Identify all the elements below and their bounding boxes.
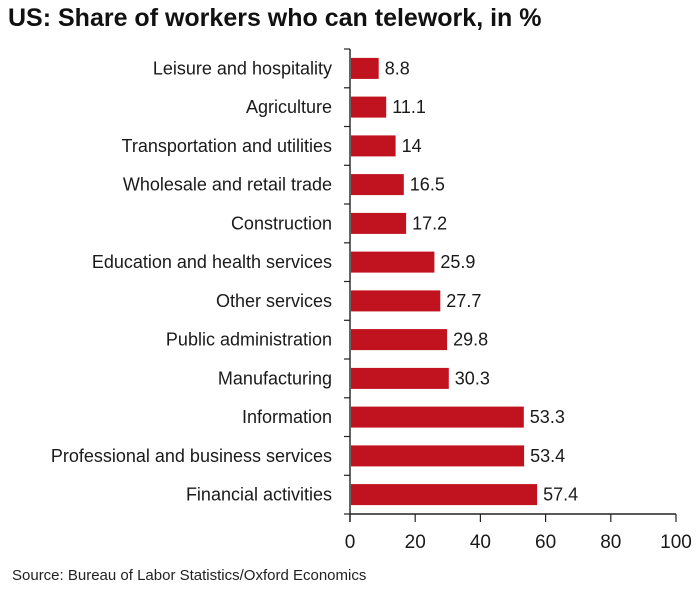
category-label: Construction [231, 213, 332, 233]
data-label: 8.8 [385, 58, 410, 78]
bar [351, 445, 525, 467]
x-tick-label: 20 [405, 532, 426, 553]
bar [351, 251, 435, 273]
category-label: Education and health services [92, 252, 332, 272]
x-tick-label: 80 [600, 532, 621, 553]
source-note: Source: Bureau of Labor Statistics/Oxfor… [12, 567, 367, 584]
category-label: Professional and business services [51, 446, 332, 466]
data-label: 16.5 [410, 175, 445, 195]
data-label: 25.9 [440, 252, 475, 272]
bar [351, 212, 407, 234]
category-label: Agriculture [246, 97, 332, 117]
bar [351, 329, 448, 351]
bar [351, 174, 404, 196]
bar [351, 57, 379, 79]
bar [351, 96, 387, 118]
bar [351, 406, 524, 428]
x-tick-label: 100 [660, 532, 692, 553]
data-label: 17.2 [412, 213, 447, 233]
data-label: 57.4 [543, 485, 578, 505]
x-tick-label: 0 [345, 532, 356, 553]
chart-title: US: Share of workers who can telework, i… [8, 4, 542, 32]
category-label: Leisure and hospitality [153, 58, 332, 78]
data-label: 30.3 [455, 368, 490, 388]
category-label: Public administration [166, 330, 332, 350]
bars-layer: Leisure and hospitality 8.8 Agriculture 11.… [51, 57, 578, 506]
data-label: 53.4 [530, 446, 565, 466]
data-label: 29.8 [453, 330, 488, 350]
category-label: Other services [216, 291, 332, 311]
axis-layer: 0 20 40 60 80 100 [344, 48, 692, 553]
data-label: 53.3 [530, 407, 565, 427]
bar [351, 290, 441, 312]
data-label: 11.1 [392, 97, 426, 117]
category-label: Transportation and utilities [122, 136, 332, 156]
bar [351, 135, 396, 157]
data-label: 14 [402, 136, 422, 156]
category-label: Wholesale and retail trade [123, 175, 332, 195]
x-tick-label: 60 [535, 532, 556, 553]
category-label: Financial activities [186, 485, 332, 505]
x-tick-label: 40 [470, 532, 491, 553]
bar [351, 484, 538, 506]
category-label: Manufacturing [218, 368, 332, 388]
data-label: 27.7 [446, 291, 481, 311]
category-label: Information [242, 407, 332, 427]
bar [351, 367, 449, 389]
